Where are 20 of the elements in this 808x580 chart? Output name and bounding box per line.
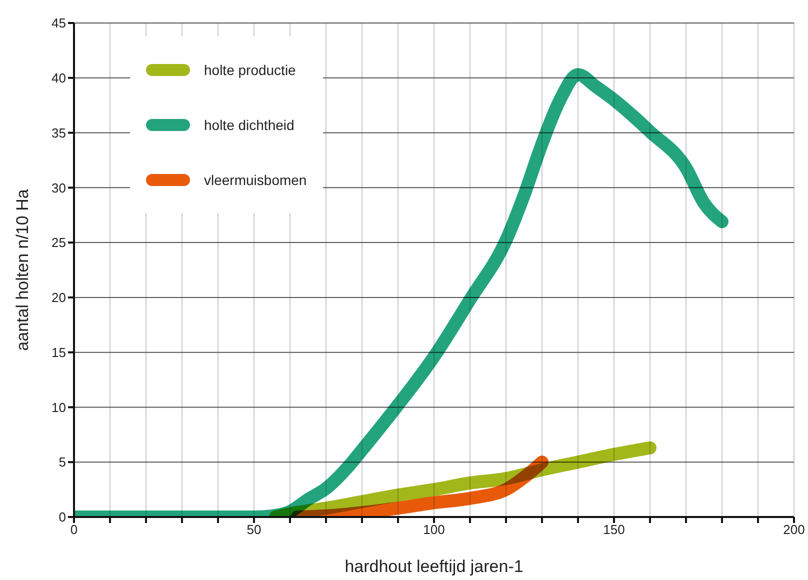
y-tick-label: 25 [52,235,66,250]
y-tick-label: 5 [58,454,66,470]
y-tick-label: 35 [52,125,66,140]
x-tick-label: 50 [246,522,262,538]
x-tick-label: 0 [70,522,78,538]
y-tick-label: 40 [52,70,66,86]
y-tick-label: 30 [52,180,66,196]
x-tick-label: 200 [783,522,805,538]
legend-label: holte dichtheid [204,116,294,132]
y-tick-label: 15 [52,344,66,360]
x-tick-label: 100 [423,522,445,538]
y-tick-label: 20 [52,290,66,306]
legend-label: vleermuisbomen [204,172,307,188]
y-tick-label: 45 [52,16,66,31]
x-tick-label: 150 [603,522,625,538]
y-tick-label: 10 [52,400,66,415]
x-axis-title: hardhout leeftijd jaren-1 [344,557,524,576]
y-axis-title: aantal holten n/10 Ha [13,188,32,351]
legend-label: holte productie [204,62,296,78]
y-tick-label: 0 [58,510,66,525]
